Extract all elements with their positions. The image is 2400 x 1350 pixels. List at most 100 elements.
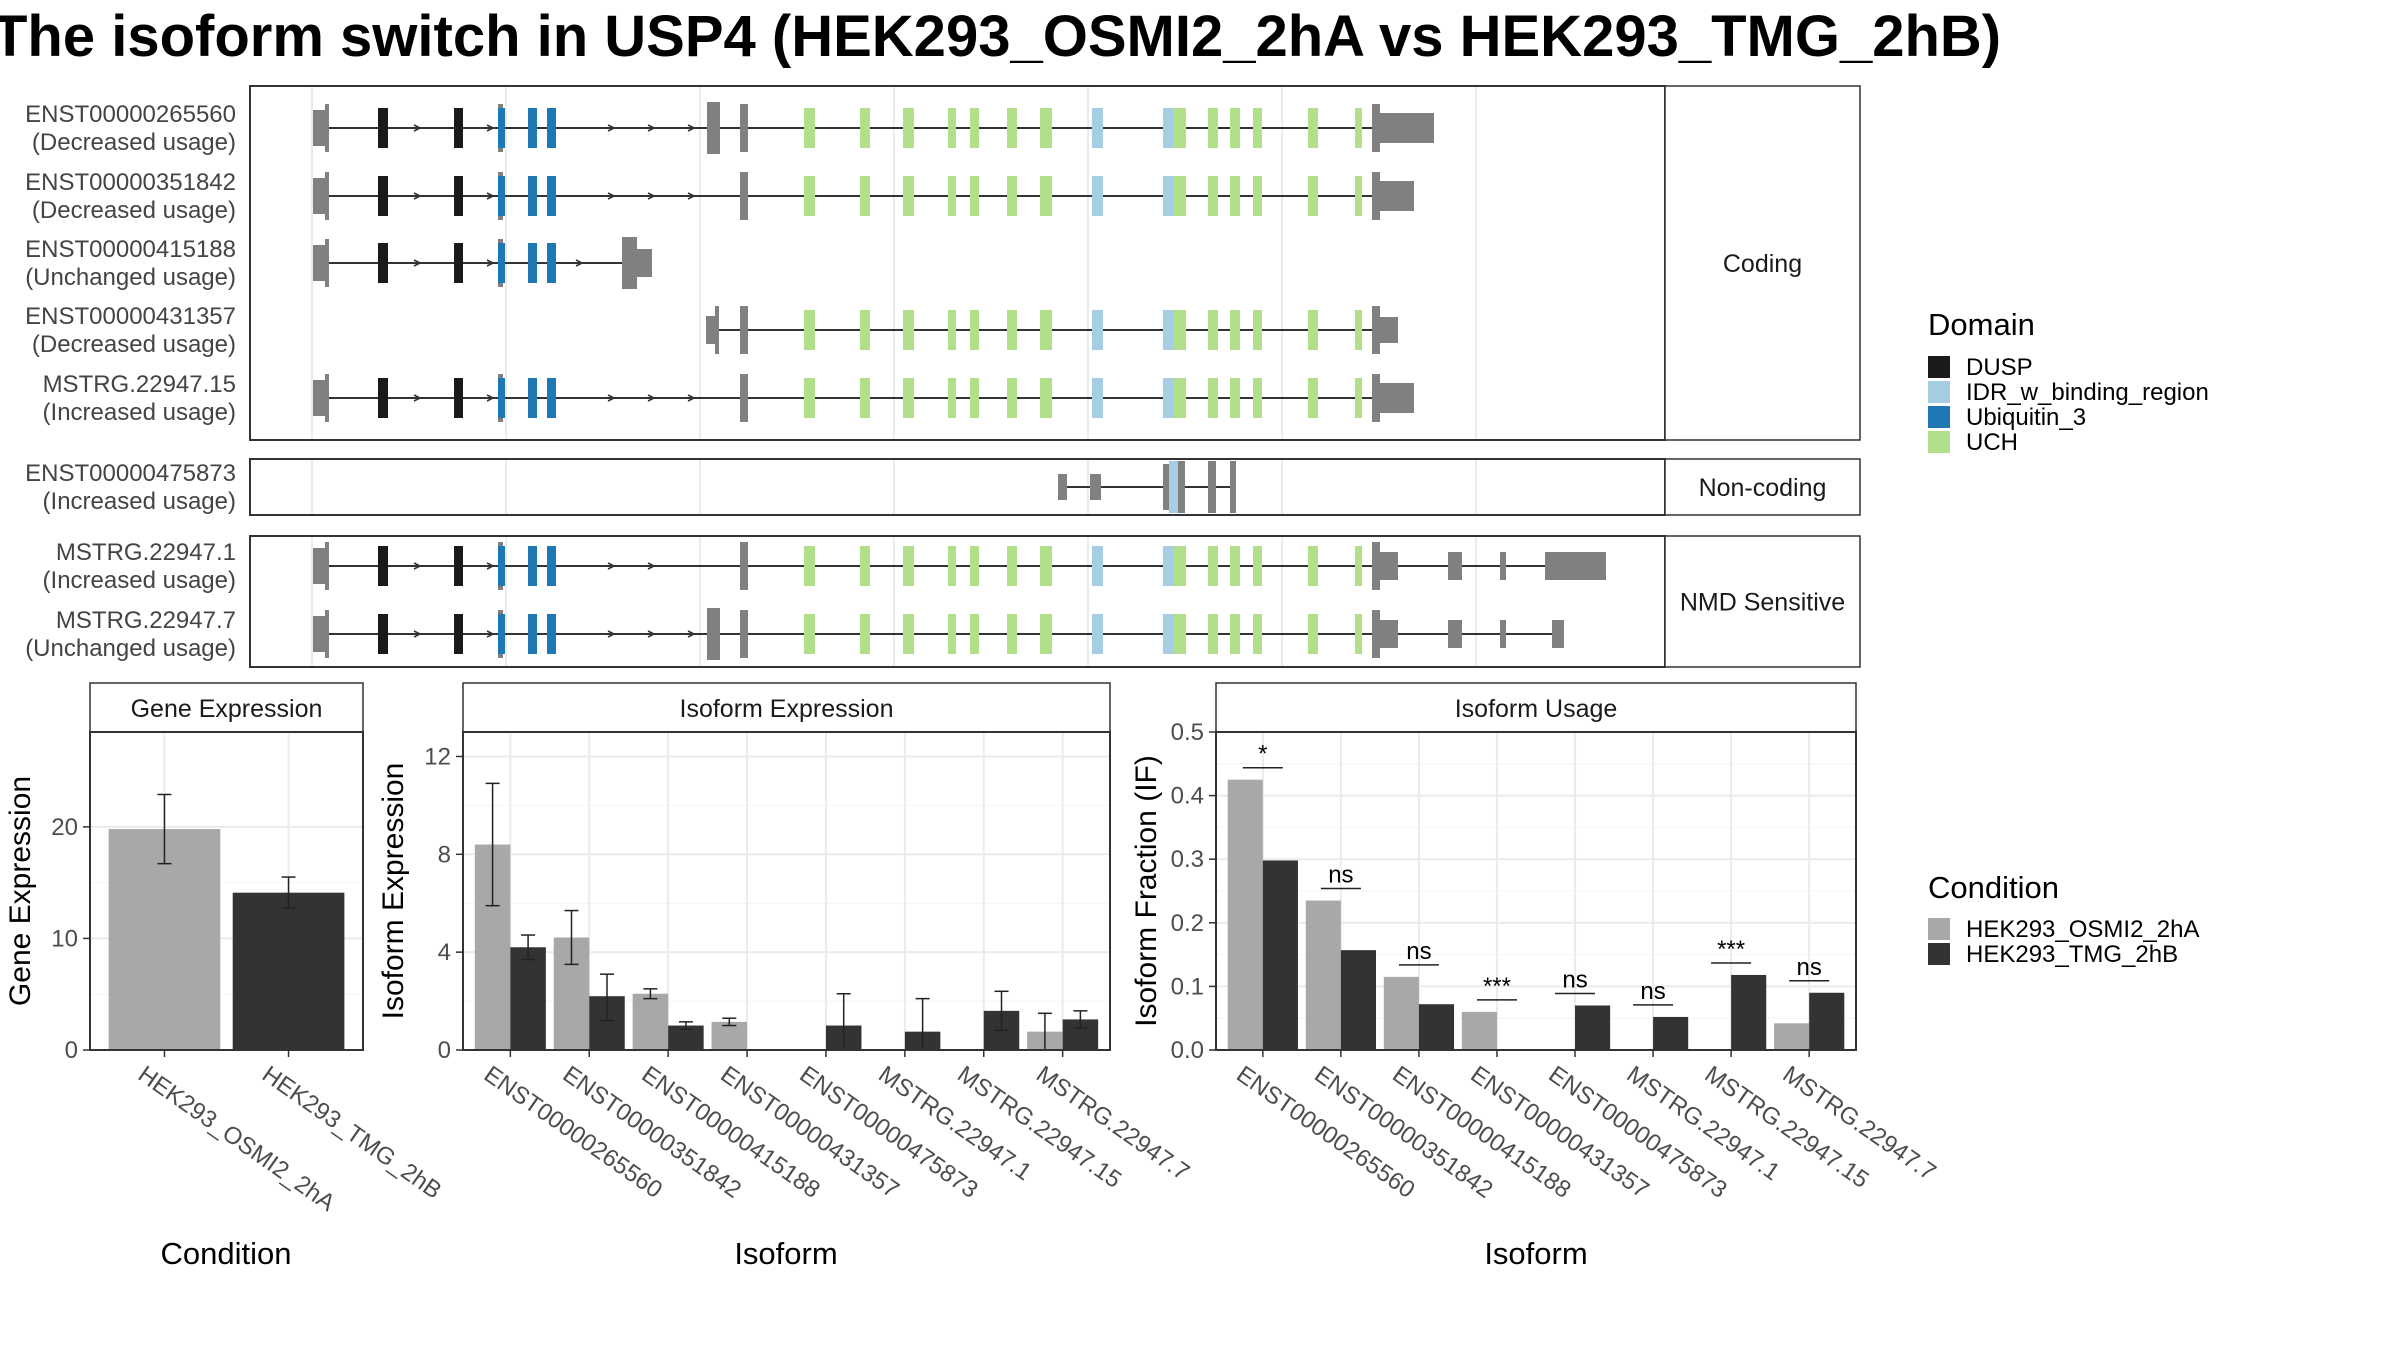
isoform-id-label: ENST00000265560: [25, 101, 236, 128]
exon: [313, 548, 325, 584]
x-tick-label: HEK293_OSMI2_2hA: [133, 1061, 340, 1217]
legend-swatch: [1928, 943, 1950, 965]
legend-swatch: [1928, 381, 1950, 403]
uch-domain: [1173, 614, 1186, 654]
bar: [711, 1021, 748, 1050]
exon: [325, 374, 329, 422]
bar: [1809, 992, 1845, 1050]
x-axis-label: Isoform: [1484, 1236, 1587, 1271]
dusp-domain: [378, 546, 388, 586]
uch-domain: [1007, 546, 1017, 586]
ubiquitin-3-domain: [547, 243, 556, 283]
idr-domain: [1163, 546, 1173, 586]
uch-domain: [1355, 108, 1362, 148]
y-tick-label: 0.4: [1171, 783, 1204, 810]
exon: [1380, 383, 1414, 413]
exon: [313, 110, 325, 146]
chart-panel: Isoform Usage * ns ns *** ns ns *** ns 0.0 0.1 0.2 0…: [1130, 682, 1941, 1271]
uch-domain: [1173, 378, 1186, 418]
direction-arrow: [687, 124, 696, 132]
direction-arrow: [687, 630, 696, 638]
exon: [313, 245, 325, 281]
exon: [325, 172, 329, 220]
domain-legend-item: Ubiquitin_3: [1966, 404, 2086, 431]
exon: [1375, 306, 1380, 354]
structure-group: ENST00000265560(Decreased usage) ENST0000…: [25, 85, 1861, 441]
y-tick-label: 8: [438, 841, 451, 868]
exon: [1090, 474, 1101, 500]
direction-arrow: [687, 192, 696, 200]
direction-arrow: [607, 124, 616, 132]
exon: [622, 237, 637, 289]
uch-domain: [860, 378, 870, 418]
ubiquitin-3-domain: [528, 546, 537, 586]
uch-domain: [903, 614, 914, 654]
exon: [1372, 172, 1380, 220]
dusp-domain: [454, 614, 463, 654]
dusp-domain: [378, 378, 388, 418]
bar: [1262, 860, 1298, 1050]
isoform-usage-label: (Increased usage): [43, 567, 236, 594]
direction-arrow: [647, 630, 656, 638]
direction-arrow: [647, 124, 656, 132]
uch-domain: [903, 378, 914, 418]
idr-domain: [1092, 546, 1103, 586]
isoform-id-label: ENST00000351842: [25, 169, 236, 196]
uch-domain: [804, 378, 815, 418]
facet-strip-label: Coding: [1723, 250, 1802, 278]
chart-panel: Isoform Expression04812ENST00000265560EN…: [377, 682, 1194, 1271]
y-axis-label: Gene Expression: [4, 776, 37, 1006]
uch-domain: [1040, 378, 1052, 418]
y-tick-label: 10: [51, 925, 78, 952]
domain-legend-title: Domain: [1928, 307, 2035, 342]
bar: [1340, 950, 1376, 1050]
direction-arrow: [607, 192, 616, 200]
uch-domain: [948, 614, 956, 654]
x-axis-label: Condition: [161, 1236, 292, 1271]
exon: [707, 102, 720, 154]
uch-domain: [860, 310, 870, 350]
y-tick-label: 12: [424, 743, 451, 770]
idr-domain: [1092, 176, 1103, 216]
uch-domain: [1253, 176, 1262, 216]
isoform-id-label: ENST00000431357: [25, 303, 236, 330]
exon: [1552, 620, 1564, 648]
exon: [1058, 474, 1067, 500]
direction-arrow: [687, 394, 696, 402]
uch-domain: [1308, 310, 1318, 350]
ubiquitin-3-domain: [547, 614, 556, 654]
uch-domain: [1040, 108, 1052, 148]
uch-domain: [1355, 310, 1362, 350]
uch-domain: [1040, 546, 1052, 586]
condition-legend-title: Condition: [1928, 870, 2059, 905]
uch-domain: [1007, 310, 1017, 350]
uch-domain: [860, 546, 870, 586]
uch-domain: [1040, 176, 1052, 216]
isoform-track: [313, 237, 652, 289]
legend-swatch: [1928, 918, 1950, 940]
uch-domain: [804, 614, 815, 654]
chart-title-strip: [1215, 682, 1857, 733]
uch-domain: [903, 176, 914, 216]
uch-domain: [860, 176, 870, 216]
ubiquitin-3-domain: [498, 108, 505, 148]
dusp-domain: [378, 176, 388, 216]
isoform-usage-label: (Decreased usage): [32, 129, 236, 156]
legend-swatch: [1928, 356, 1950, 378]
y-tick-label: 0.2: [1171, 910, 1204, 937]
exon: [313, 380, 325, 416]
facet-strip-label: Non-coding: [1699, 474, 1827, 502]
exon: [1163, 464, 1169, 510]
ubiquitin-3-domain: [498, 243, 505, 283]
idr-domain: [1092, 378, 1103, 418]
uch-domain: [1173, 176, 1186, 216]
exon: [1500, 552, 1506, 580]
uch-domain: [970, 546, 979, 586]
exon: [1178, 461, 1185, 513]
facet-strip: [1664, 535, 1861, 668]
uch-domain: [970, 310, 979, 350]
facet-strip-label: NMD Sensitive: [1680, 589, 1845, 617]
uch-domain: [1230, 108, 1240, 148]
chart-title: Isoform Expression: [680, 695, 894, 723]
